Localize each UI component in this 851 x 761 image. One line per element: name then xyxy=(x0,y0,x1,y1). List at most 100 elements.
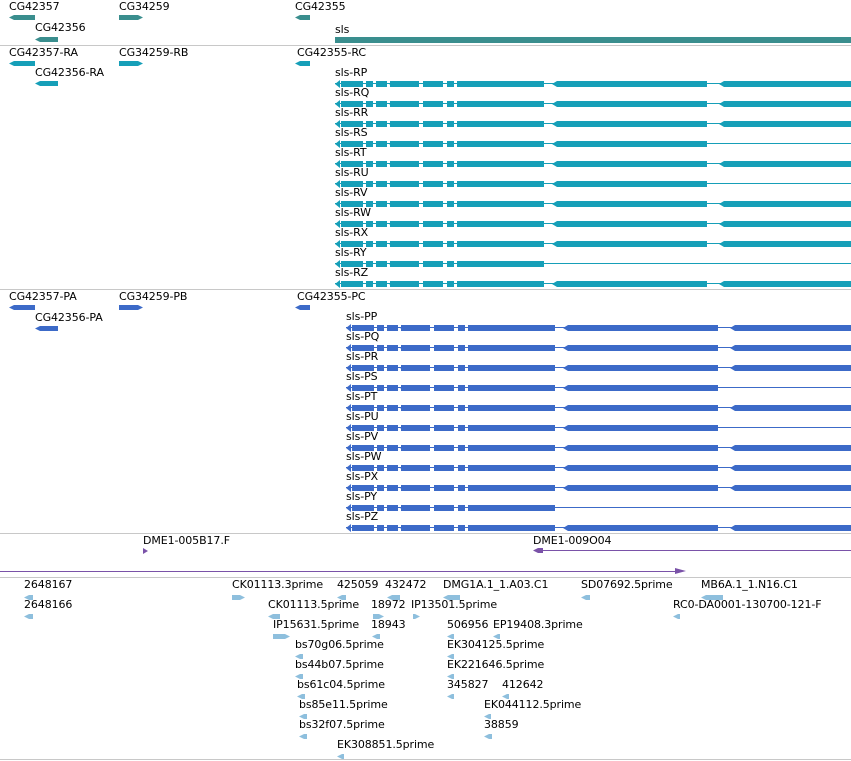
protein-model-exon[interactable] xyxy=(568,365,718,371)
protein-model-exon[interactable] xyxy=(434,325,454,331)
est-feature[interactable] xyxy=(372,634,380,639)
protein-model-exon[interactable] xyxy=(458,365,465,371)
transcript-model-exon[interactable] xyxy=(376,121,387,127)
protein-model-exon[interactable] xyxy=(568,445,718,451)
transcript-model-exon[interactable] xyxy=(447,141,454,147)
transcript-model-exon[interactable] xyxy=(366,281,373,287)
transcript-model-exon[interactable] xyxy=(423,161,443,167)
transcript-model-exon[interactable] xyxy=(397,121,419,127)
transcript-model-exon[interactable] xyxy=(397,281,419,287)
est-feature[interactable] xyxy=(299,734,307,739)
protein-model-exon[interactable] xyxy=(387,365,398,371)
protein-model-exon[interactable] xyxy=(352,425,374,431)
protein-model-exon[interactable] xyxy=(377,425,384,431)
protein-model-exon[interactable] xyxy=(408,385,430,391)
protein-model-exon[interactable] xyxy=(408,445,430,451)
transcript-model-exon[interactable] xyxy=(457,181,544,187)
protein-model-exon[interactable] xyxy=(377,445,384,451)
transcript-model-exon[interactable] xyxy=(457,241,544,247)
protein-model-exon[interactable] xyxy=(352,365,374,371)
protein-model-exon[interactable] xyxy=(458,525,465,531)
protein-model-exon[interactable] xyxy=(387,345,398,351)
est-feature[interactable] xyxy=(232,595,245,600)
transcript-model-exon[interactable] xyxy=(366,261,373,267)
protein-model-exon[interactable] xyxy=(568,325,718,331)
est-feature[interactable] xyxy=(268,614,280,619)
transcript-model-exon[interactable] xyxy=(423,201,443,207)
transcript-model-exon[interactable] xyxy=(557,181,707,187)
transcript-model-exon[interactable] xyxy=(724,281,851,287)
transcript-model-exon[interactable] xyxy=(447,121,454,127)
transcript-model-exon[interactable] xyxy=(366,181,373,187)
protein-model-exon[interactable] xyxy=(458,485,465,491)
transcript-model-exon[interactable] xyxy=(423,101,443,107)
transcript-model-exon[interactable] xyxy=(397,181,419,187)
transcript-model-exon[interactable] xyxy=(366,161,373,167)
transcript-model-exon[interactable] xyxy=(457,81,544,87)
protein-model-exon[interactable] xyxy=(568,425,718,431)
est-feature[interactable] xyxy=(673,614,680,619)
protein-model-exon[interactable] xyxy=(568,405,718,411)
transcript-model-exon[interactable] xyxy=(724,221,851,227)
protein-model-exon[interactable] xyxy=(568,525,718,531)
transcript-model-exon[interactable] xyxy=(457,221,544,227)
transcript-model-exon[interactable] xyxy=(447,261,454,267)
protein-model-exon[interactable] xyxy=(434,425,454,431)
transcript-model-exon[interactable] xyxy=(457,161,544,167)
protein-model-exon[interactable] xyxy=(352,525,374,531)
transcript-model-exon[interactable] xyxy=(457,261,544,267)
protein-model-exon[interactable] xyxy=(458,465,465,471)
transcript-model-exon[interactable] xyxy=(376,161,387,167)
protein-model-exon[interactable] xyxy=(377,465,384,471)
transcript-model-exon[interactable] xyxy=(557,101,707,107)
protein-model-exon[interactable] xyxy=(408,465,430,471)
gene-feature[interactable] xyxy=(9,15,35,20)
protein-model-exon[interactable] xyxy=(352,385,374,391)
protein-model-exon[interactable] xyxy=(387,525,398,531)
protein-feature[interactable] xyxy=(295,305,310,310)
rna-feature[interactable] xyxy=(35,81,58,86)
transcript-model-exon[interactable] xyxy=(423,241,443,247)
protein-model-exon[interactable] xyxy=(408,485,430,491)
transcript-model-exon[interactable] xyxy=(457,121,544,127)
protein-feature[interactable] xyxy=(35,326,58,331)
transcript-model-exon[interactable] xyxy=(447,221,454,227)
protein-model-exon[interactable] xyxy=(434,465,454,471)
protein-model-exon[interactable] xyxy=(377,485,384,491)
protein-model-exon[interactable] xyxy=(352,405,374,411)
transcript-model-exon[interactable] xyxy=(397,241,419,247)
transcript-model-exon[interactable] xyxy=(724,201,851,207)
protein-model-exon[interactable] xyxy=(434,365,454,371)
gene-feature[interactable] xyxy=(295,15,310,20)
protein-model-exon[interactable] xyxy=(434,525,454,531)
transcript-model-exon[interactable] xyxy=(341,181,363,187)
transcript-model-exon[interactable] xyxy=(447,81,454,87)
transcript-model-exon[interactable] xyxy=(447,161,454,167)
transcript-model-exon[interactable] xyxy=(376,201,387,207)
transcript-model-exon[interactable] xyxy=(397,141,419,147)
transcript-model-exon[interactable] xyxy=(423,261,443,267)
protein-model-exon[interactable] xyxy=(352,505,374,511)
protein-model-exon[interactable] xyxy=(377,405,384,411)
est-feature[interactable] xyxy=(373,614,384,619)
est-feature[interactable] xyxy=(447,634,454,639)
est-feature[interactable] xyxy=(24,614,33,619)
transcript-model-exon[interactable] xyxy=(341,81,363,87)
transcript-model-exon[interactable] xyxy=(557,221,707,227)
est-feature[interactable] xyxy=(493,634,500,639)
est-feature[interactable] xyxy=(447,694,454,699)
protein-model-exon[interactable] xyxy=(434,485,454,491)
protein-model-exon[interactable] xyxy=(458,425,465,431)
protein-model-exon[interactable] xyxy=(408,525,430,531)
transcript-model-exon[interactable] xyxy=(423,141,443,147)
transcript-model-exon[interactable] xyxy=(376,141,387,147)
protein-model-exon[interactable] xyxy=(568,385,718,391)
protein-model-exon[interactable] xyxy=(352,345,374,351)
protein-feature[interactable] xyxy=(119,305,143,310)
transcript-model-exon[interactable] xyxy=(724,101,851,107)
protein-model-exon[interactable] xyxy=(735,345,851,351)
gene-feature[interactable] xyxy=(35,37,58,42)
transcript-model-exon[interactable] xyxy=(447,101,454,107)
transcript-model-exon[interactable] xyxy=(557,141,707,147)
protein-model-exon[interactable] xyxy=(468,345,555,351)
